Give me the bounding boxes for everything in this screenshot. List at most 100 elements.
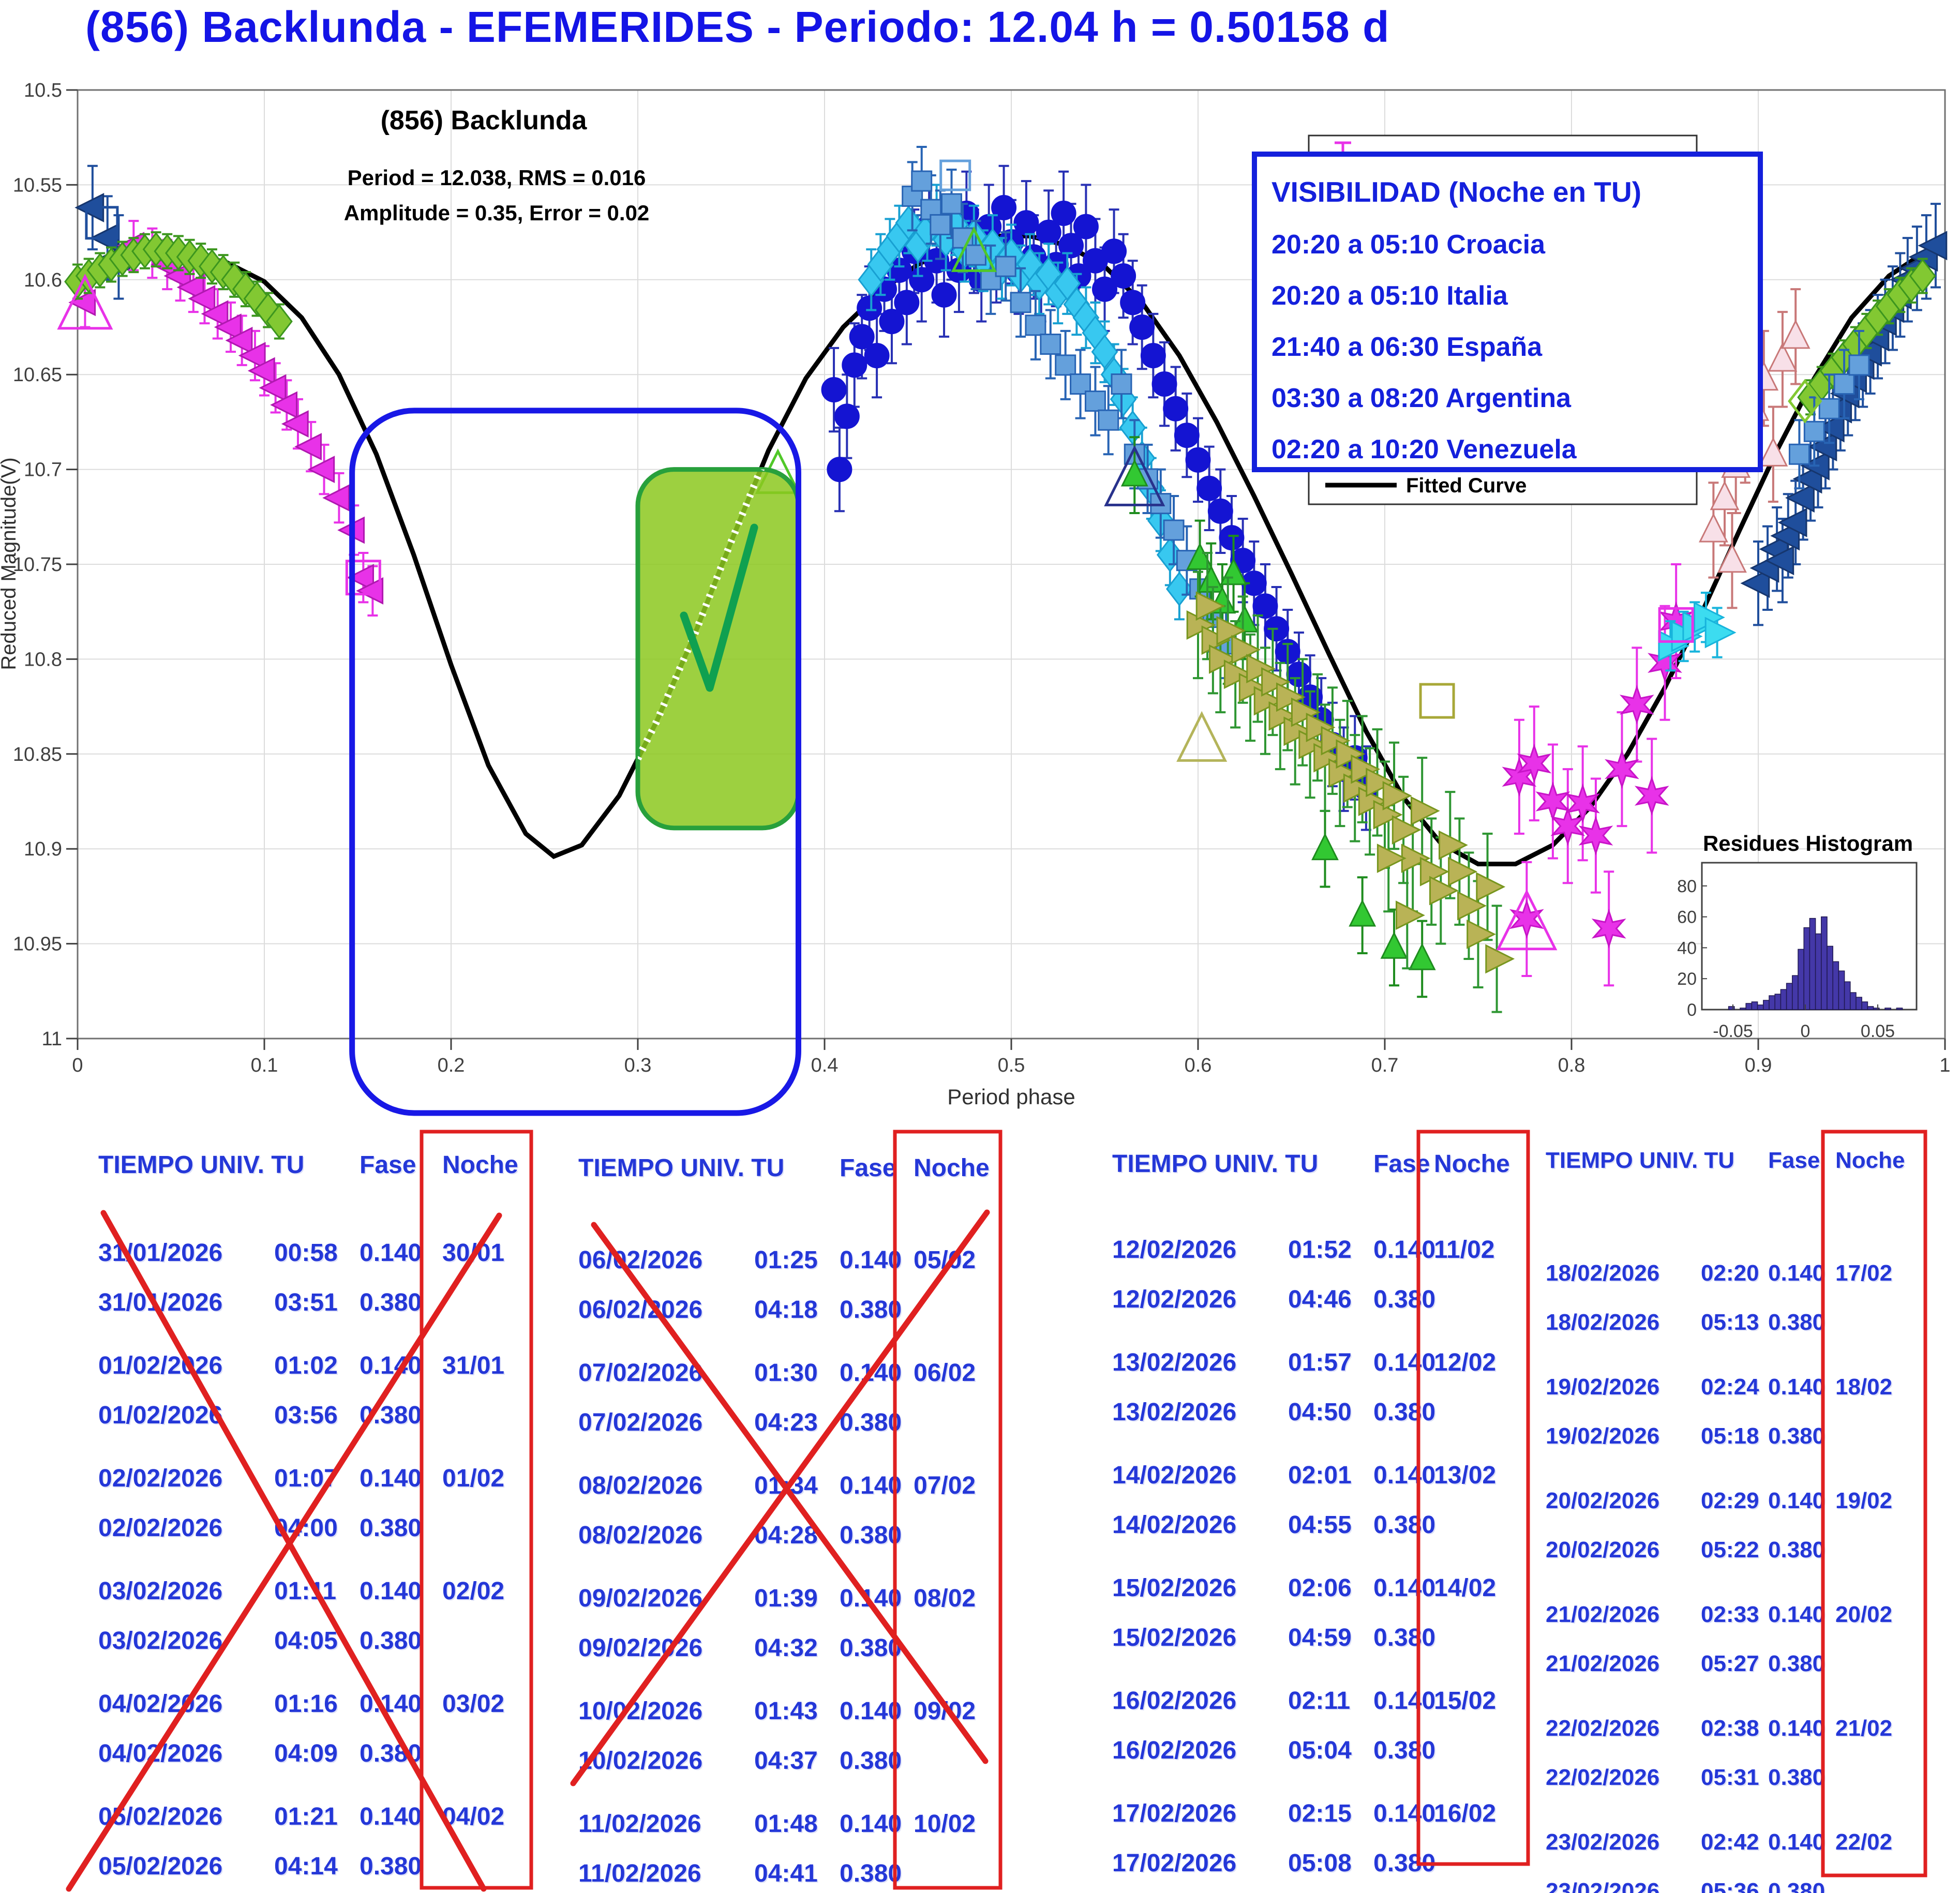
col-header-fase: Fase [360, 1151, 416, 1179]
ephemeris-date: 18/02/2026 [1546, 1260, 1660, 1286]
data-point [1025, 314, 1046, 336]
data-point [1092, 276, 1117, 302]
data-point [1151, 371, 1177, 397]
data-point [1163, 519, 1185, 541]
data-point [1120, 290, 1146, 316]
lightcurve-chart: 0 0.1 0.2 0.3 0.4 0.5 0.6 0.7 0.8 0.9 1 10.5 10.55 10… [0, 80, 1951, 1116]
ephemeris-time: 01:21 [274, 1803, 338, 1830]
ephemeris-date: 23/02/2026 [1546, 1879, 1660, 1893]
data-point [1219, 525, 1245, 551]
data-point [1818, 398, 1840, 419]
ephemeris-fase: 0.380 [1373, 1850, 1436, 1877]
col-header-noche: Noche [914, 1154, 990, 1182]
data-point [1758, 437, 1788, 467]
ephemeris-date: 16/02/2026 [1112, 1737, 1237, 1764]
ephemeris-fase: 0.380 [840, 1522, 902, 1549]
ephemeris-time: 01:52 [1288, 1236, 1352, 1264]
visibility-line: 20:20 a 05:10 Croacia [1271, 230, 1546, 260]
data-point [1517, 743, 1552, 784]
data-point [1311, 833, 1339, 861]
data-point [1174, 423, 1200, 448]
ephemeris-date: 04/02/2026 [98, 1690, 223, 1718]
x-tick-label: 0 [72, 1055, 83, 1076]
data-point [1918, 231, 1948, 261]
ephemeris-time: 02:15 [1288, 1800, 1352, 1827]
ephemeris-date: 14/02/2026 [1112, 1462, 1237, 1489]
ephemeris-date: 21/02/2026 [1546, 1602, 1660, 1627]
visibility-frame [1252, 152, 1763, 472]
data-point [1276, 682, 1306, 712]
ephemeris-fase: 0.140 [1373, 1462, 1436, 1489]
y-tick-label: 10.95 [13, 934, 62, 955]
histogram-title: Residues Histogram [1703, 831, 1913, 855]
visibility-line: 03:30 a 08:20 Argentina [1271, 383, 1572, 413]
ephemeris-date: 11/02/2026 [578, 1860, 701, 1887]
ephemeris-time: 01:16 [274, 1690, 338, 1718]
data-point [1073, 214, 1099, 239]
ephemeris-fase: 0.140 [840, 1697, 902, 1725]
ephemeris-date: 20/02/2026 [1546, 1537, 1660, 1563]
data-point [238, 342, 266, 369]
ephemeris-fase: 0.380 [1768, 1765, 1826, 1790]
ephemeris-time: 05:04 [1288, 1737, 1352, 1764]
ephemeris-fase: 0.380 [360, 1514, 422, 1542]
ephemeris-time: 02:06 [1288, 1574, 1352, 1602]
ephemeris-time: 04:37 [754, 1747, 818, 1775]
data-point [1051, 200, 1076, 226]
data-point [1396, 900, 1425, 930]
data-point [1777, 507, 1807, 537]
ephemeris-fase: 0.380 [840, 1747, 902, 1775]
ephemeris-noche: 21/02 [1835, 1716, 1893, 1741]
data-point [1717, 543, 1747, 573]
ephemeris-noche: 05/02 [914, 1246, 976, 1274]
ephemeris-fase: 0.140 [360, 1803, 422, 1830]
data-point [902, 185, 923, 207]
data-point [188, 285, 216, 312]
y-tick-label: 10.7 [24, 459, 62, 481]
data-point [821, 377, 847, 403]
ephemeris-fase: 0.380 [360, 1289, 422, 1316]
data-point [1815, 413, 1845, 443]
open-marker [1496, 889, 1558, 951]
ephemeris-noche: 07/02 [914, 1472, 976, 1499]
ephemeris-date: 17/02/2026 [1112, 1800, 1237, 1827]
hist-y-tick-label: 60 [1677, 908, 1697, 927]
ephemeris-time: 04:59 [1288, 1624, 1352, 1651]
ephemeris-fase: 0.140 [840, 1359, 902, 1387]
data-point [1120, 459, 1148, 487]
data-point [247, 357, 275, 385]
ephemeris-time: 05:13 [1701, 1310, 1759, 1335]
ephemeris-date: 22/02/2026 [1546, 1765, 1660, 1790]
ephemeris-date: 21/02/2026 [1546, 1651, 1660, 1676]
data-point [1058, 233, 1084, 259]
data-point [1084, 390, 1106, 412]
ephemeris-fase: 0.140 [840, 1810, 902, 1838]
data-point [214, 313, 242, 341]
col-header-tiempo: TIEMPO UNIV. TU [578, 1154, 785, 1182]
data-point [1408, 942, 1436, 970]
y-tick-label: 10.85 [13, 744, 62, 765]
series-cyan-right-triangles [1658, 592, 1737, 672]
ephemeris-noche: 18/02 [1835, 1374, 1893, 1400]
ephemeris-time: 01:48 [754, 1810, 818, 1838]
x-tick-label: 0.9 [1745, 1055, 1772, 1076]
data-point [1373, 800, 1403, 830]
ephemeris-fase: 0.380 [360, 1853, 422, 1880]
data-point [1291, 697, 1321, 727]
data-point [1252, 593, 1278, 619]
data-point [1321, 726, 1351, 756]
ephemeris-date: 03/02/2026 [98, 1578, 223, 1605]
series-green-diamonds [64, 231, 1936, 416]
data-point [1246, 654, 1276, 684]
ephemeris-date: 17/02/2026 [1112, 1850, 1237, 1877]
ephemeris-time: 04:32 [754, 1634, 818, 1662]
ephemeris-time: 01:57 [1288, 1349, 1352, 1376]
ephemeris-date: 10/02/2026 [578, 1697, 703, 1725]
ephemeris-noche: 12/02 [1434, 1349, 1497, 1376]
chart-subtitle-amplitude: Amplitude = 0.35, Error = 0.02 [344, 201, 650, 225]
data-point [1467, 919, 1497, 949]
open-marker [57, 274, 113, 330]
ephemeris-time: 04:50 [1288, 1399, 1352, 1426]
ephemeris-noche: 30/01 [442, 1239, 505, 1267]
ephemeris-time: 01:02 [274, 1352, 338, 1379]
